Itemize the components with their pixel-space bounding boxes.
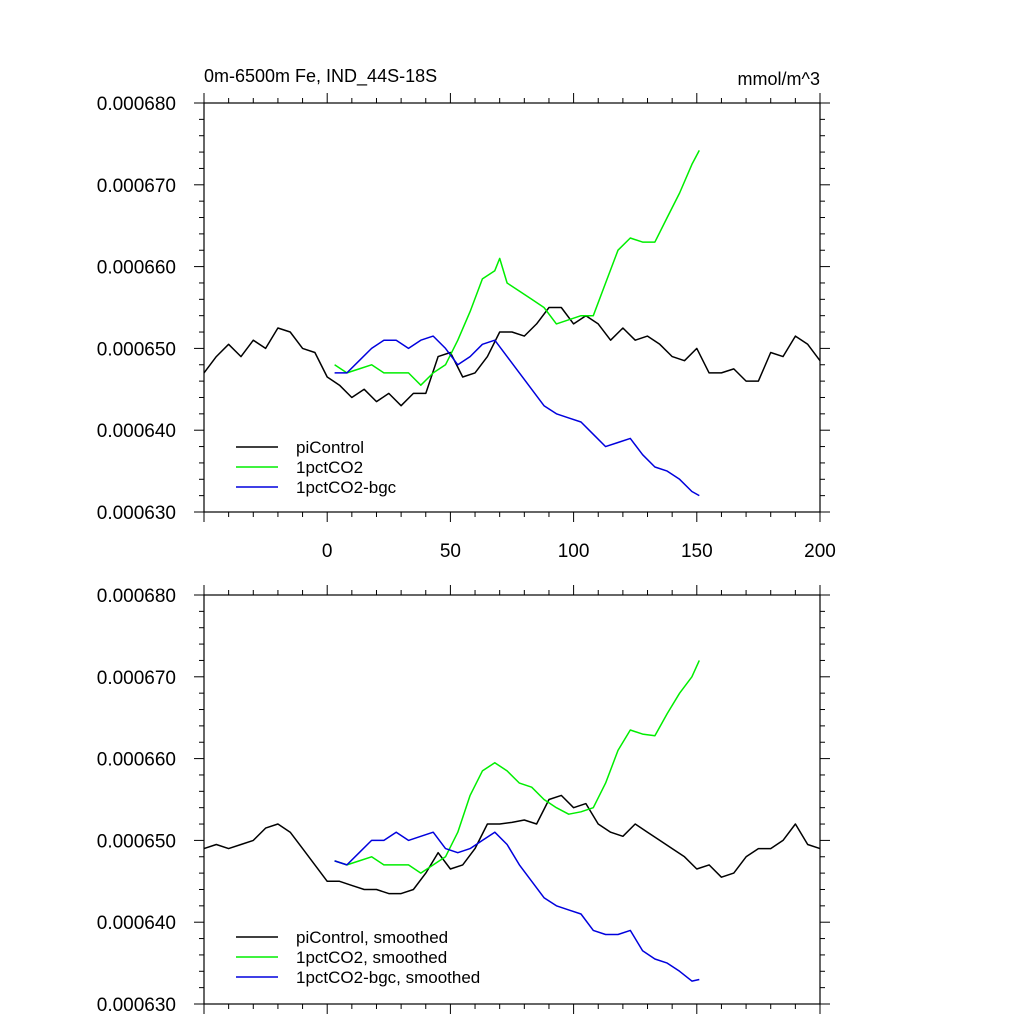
chart-title: 0m-6500m Fe, IND_44S-18S	[204, 66, 437, 87]
x-tick-label: 100	[558, 541, 590, 562]
legend-label: 1pctCO2-bgc	[296, 478, 397, 497]
legend-label: 1pctCO2, smoothed	[296, 948, 447, 967]
y-tick-label: 0.000640	[97, 913, 176, 934]
y-tick-label: 0.000670	[97, 668, 176, 689]
legend-label: piControl	[296, 438, 364, 457]
plot-frame	[203, 594, 821, 1005]
y-tick-label: 0.000650	[97, 831, 176, 852]
series-line-1pctco2-smoothed	[334, 660, 700, 874]
series-line-picontrol-smoothed	[203, 794, 821, 895]
x-tick-label: 150	[681, 541, 713, 562]
y-tick-label: 0.000660	[97, 258, 176, 279]
y-tick-label: 0.000670	[97, 176, 176, 197]
y-tick-label: 0.000640	[97, 421, 176, 442]
series-line-1pctco2-bgc	[334, 335, 700, 497]
series-line-picontrol	[203, 306, 821, 407]
legend-label: 1pctCO2-bgc, smoothed	[296, 968, 480, 987]
y-tick-label: 0.000680	[97, 94, 176, 115]
plot-frame	[203, 102, 821, 513]
y-tick-label: 0.000630	[97, 503, 176, 524]
y-tick-label: 0.000680	[97, 586, 176, 607]
series-line-1pctco2-bgc-smoothed	[334, 831, 700, 982]
legend-label: piControl, smoothed	[296, 928, 448, 947]
y-tick-label: 0.000660	[97, 750, 176, 771]
series-line-1pctco2	[334, 150, 700, 386]
x-tick-label: 0	[322, 541, 333, 562]
x-tick-label: 50	[440, 541, 461, 562]
y-tick-label: 0.000630	[97, 995, 176, 1016]
x-tick-label: 200	[804, 541, 836, 562]
chart-units: mmol/m^3	[738, 69, 820, 89]
y-tick-label: 0.000650	[97, 339, 176, 360]
legend-label: 1pctCO2	[296, 458, 363, 477]
